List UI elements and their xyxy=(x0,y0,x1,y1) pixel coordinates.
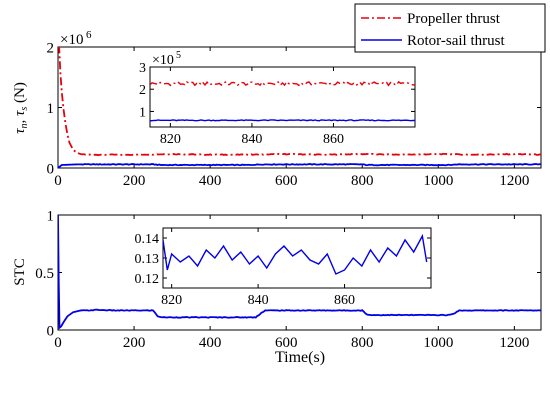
top-ylabel: τn, τs (N) xyxy=(12,82,30,134)
bottom-inset-ytick-label: 0.12 xyxy=(135,272,160,287)
legend-label-rotor: Rotor-sail thrust xyxy=(407,33,505,49)
top-plot-layer: 0 200 400 600 800 1000 1200 0 1 2 xyxy=(47,40,541,189)
bottom-main-xtick-label: 1200 xyxy=(499,335,529,351)
top-main-series-propeller-thrust xyxy=(58,47,541,156)
legend-label-propeller: Propeller thrust xyxy=(407,11,501,27)
top-main-xtick-label: 1200 xyxy=(499,173,529,189)
top-main-xtick-label: 400 xyxy=(199,173,222,189)
bottom-xlabel: Time(s) xyxy=(275,349,325,366)
bottom-inset-frame xyxy=(162,227,432,289)
top-main-xtick-label: 0 xyxy=(54,173,62,189)
top-inset-ytick-label: 1 xyxy=(139,105,146,120)
top-main-series-rotor-sail-thrust xyxy=(58,163,541,168)
top-inset-series-propeller-thrust xyxy=(150,80,415,87)
bottom-main-xtick-label: 400 xyxy=(199,335,222,351)
top-inset-xtick-label: 840 xyxy=(241,132,262,147)
top-inset-ytick-label: 3 xyxy=(139,61,146,76)
bottom-main-xtick-label: 600 xyxy=(275,335,298,351)
top-inset-multiplier: ×10 xyxy=(152,53,174,68)
bottom-inset-xtick-label: 860 xyxy=(334,293,355,308)
bottom-main-ytick-label: 1 xyxy=(47,208,55,224)
bottom-inset-series-stc xyxy=(163,233,428,275)
bottom-main-xtick-label: 0 xyxy=(54,335,62,351)
top-inset-series-rotor-sail-thrust xyxy=(150,119,415,122)
top-main-ytick-label: 1 xyxy=(47,101,55,117)
top-multiplier: ×10 xyxy=(60,32,83,48)
top-inset-xtick-label: 820 xyxy=(160,132,181,147)
bottom-main-ytick-label: 0 xyxy=(47,323,55,339)
bottom-inset-xtick-label: 840 xyxy=(248,293,269,308)
top-inset-plot-layer: 820 840 860 1 2 3 xyxy=(139,61,415,147)
bottom-main-xtick-label: 1000 xyxy=(423,335,453,351)
bottom-inset-plot-layer: 820 840 860 0.12 0.13 0.14 xyxy=(135,228,431,308)
top-main-xtick-label: 1000 xyxy=(423,173,453,189)
legend-box xyxy=(354,3,546,53)
top-inset-frame xyxy=(149,66,416,128)
bottom-main-xtick-label: 200 xyxy=(123,335,146,351)
top-main-xtick-label: 800 xyxy=(351,173,374,189)
legend: Propeller thrust Rotor-sail thrust xyxy=(354,3,546,53)
top-main-xtick-label: 200 xyxy=(123,173,146,189)
bottom-plot-layer: 0 200 400 600 800 1000 1200 0 0.5 1 xyxy=(35,208,541,351)
top-main-ytick-label: 0 xyxy=(47,161,55,177)
bottom-inset-ytick-label: 0.13 xyxy=(135,252,160,267)
bottom-main-series-stc xyxy=(58,215,541,330)
top-inset-multiplier-exp: 5 xyxy=(176,50,181,61)
bottom-inset-ytick-label: 0.14 xyxy=(135,232,160,247)
bottom-main-ytick-label: 0.5 xyxy=(35,266,54,282)
top-inset-ytick-label: 2 xyxy=(139,83,146,98)
top-multiplier-exp: 6 xyxy=(86,29,92,41)
bottom-main-xtick-label: 800 xyxy=(351,335,374,351)
bottom-inset-xtick-label: 820 xyxy=(161,293,182,308)
bottom-ylabel: STC xyxy=(12,258,28,286)
top-inset-xtick-label: 860 xyxy=(323,132,344,147)
top-main-xtick-label: 600 xyxy=(275,173,298,189)
top-main-ytick-label: 2 xyxy=(47,40,55,56)
